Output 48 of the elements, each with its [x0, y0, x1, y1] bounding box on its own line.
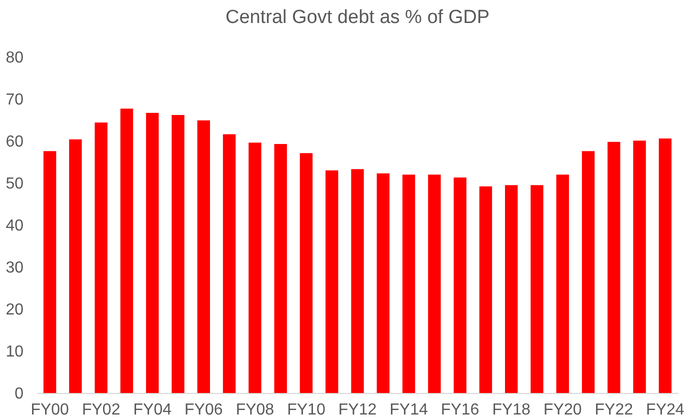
- bar: [172, 114, 184, 393]
- bar: [222, 134, 236, 393]
- bar: [94, 122, 108, 393]
- x-tick-label: FY08: [236, 402, 274, 418]
- y-tick-label: 30: [6, 260, 24, 276]
- x-tick-label: FY12: [338, 402, 377, 418]
- bar: [146, 112, 159, 393]
- y-tick-label: 80: [6, 50, 24, 66]
- bar: [428, 174, 441, 393]
- bar: [43, 151, 56, 393]
- y-tick-label: 20: [6, 302, 24, 318]
- y-tick-label: 60: [6, 134, 24, 150]
- y-tick-label: 40: [6, 218, 24, 234]
- bar: [658, 138, 672, 393]
- bar: [351, 169, 364, 393]
- x-tick-label: FY02: [82, 402, 120, 418]
- bar: [300, 153, 313, 393]
- y-tick-label: 70: [6, 92, 24, 108]
- bar: [504, 185, 518, 393]
- bar: [376, 173, 390, 393]
- x-tick-label: FY22: [594, 402, 634, 418]
- bar: [248, 142, 262, 393]
- bar: [402, 174, 416, 393]
- x-tick-label: FY18: [492, 402, 531, 418]
- x-tick-label: FY00: [30, 402, 70, 418]
- bar: [608, 142, 620, 393]
- y-tick-label: 0: [14, 386, 24, 402]
- bar: [326, 170, 338, 393]
- x-tick-label: FY16: [440, 402, 480, 418]
- bar: [454, 178, 466, 393]
- bar: [556, 174, 569, 393]
- bar: [530, 185, 544, 393]
- bar: [582, 151, 595, 393]
- x-tick-label: FY24: [646, 402, 684, 418]
- bar: [633, 140, 646, 393]
- bar: [69, 139, 82, 393]
- x-tick-label: FY04: [133, 402, 172, 418]
- chart-title: Central Govt debt as % of GDP: [225, 7, 490, 28]
- x-tick-label: FY14: [390, 402, 428, 418]
- y-tick-label: 10: [6, 344, 24, 360]
- bar: [479, 186, 492, 393]
- bar: [274, 144, 287, 393]
- x-tick-label: FY06: [184, 402, 223, 418]
- y-tick-label: 50: [6, 176, 24, 192]
- x-tick-label: FY20: [543, 402, 582, 418]
- bar: [120, 108, 134, 393]
- x-tick-label: FY10: [287, 402, 326, 418]
- bar: [197, 120, 210, 393]
